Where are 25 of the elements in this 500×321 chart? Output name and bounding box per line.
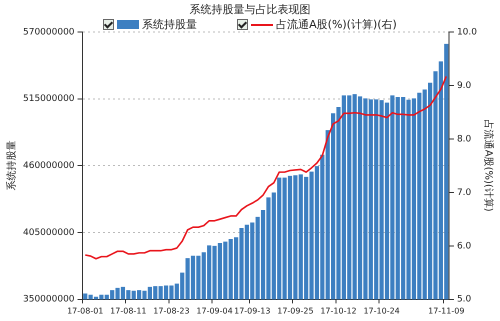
x-tick-label: 17-08-11	[110, 306, 146, 316]
y-tick-label: 515000000	[22, 94, 75, 104]
y2-tick-label: 9.0	[456, 80, 472, 91]
x-tick-label: 17-09-25	[277, 306, 314, 316]
y-tick-label: 460000000	[22, 161, 75, 172]
x-tick-label: 17-08-23	[153, 306, 190, 316]
y2-tick-label: 7.0	[456, 188, 472, 198]
y2-tick-label: 5.0	[456, 294, 472, 305]
legend-label: 占流通A股(%)(计算)(右)	[276, 17, 397, 32]
y-tick-label: 570000000	[22, 27, 75, 38]
legend-label: 系统持股量	[142, 17, 198, 32]
x-tick-label: 17-08-01	[67, 306, 104, 316]
y2-tick-label: 8.0	[456, 134, 472, 144]
x-tick-label: 17-10-24	[363, 306, 400, 316]
y-tick-label: 405000000	[22, 228, 75, 238]
y2-tick-label: 10.0	[456, 27, 478, 38]
y-tick-label: 350000000	[22, 294, 75, 305]
x-tick-label: 17-09-04	[196, 306, 233, 316]
chart-title: 系统持股量与占比表现图	[188, 2, 312, 17]
x-tick-label: 17-10-12	[320, 306, 357, 316]
x-tick-label: 17-09-13	[234, 306, 270, 316]
y2-tick-label: 6.0	[456, 241, 472, 252]
y-axis-title: 系统持股量	[6, 140, 18, 191]
x-tick-label: 17-11-09	[428, 306, 464, 316]
y2-axis-title: 占流通A股(%)(计算)	[482, 120, 494, 212]
